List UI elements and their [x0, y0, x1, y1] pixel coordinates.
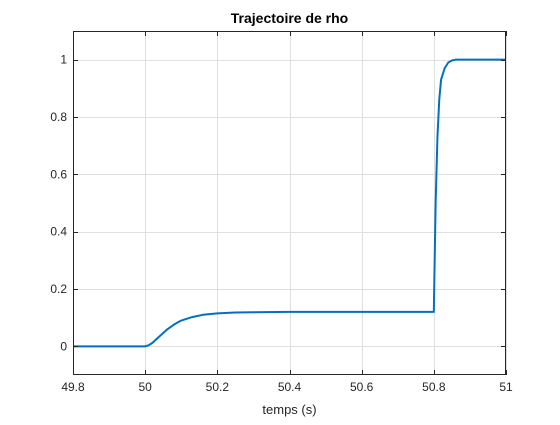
x-tick-label: 50 [138, 380, 152, 394]
grid [73, 31, 507, 375]
series-line [73, 58, 506, 348]
x-axis-label: temps (s) [262, 402, 316, 417]
y-tick-label: 0 [60, 339, 67, 353]
x-tick-label: 50.4 [278, 380, 302, 394]
y-tick-label: 1 [60, 53, 67, 67]
y-tick-label: 0.2 [50, 282, 67, 296]
ticks [73, 31, 507, 375]
y-tick-label: 0.4 [50, 225, 67, 239]
tick-labels: 49.8 50 50.2 50.4 50.6 50.8 51 0 0.2 0.4 0.6 0.8 1 [50, 53, 513, 394]
x-tick-label: 50.6 [350, 380, 374, 394]
series-layer [73, 58, 506, 348]
y-tick-label: 0.6 [50, 167, 67, 181]
x-tick-label: 50.2 [206, 380, 230, 394]
x-tick-label: 51 [499, 380, 513, 394]
x-tick-label: 50.8 [422, 380, 446, 394]
chart-title: Trajectoire de rho [231, 10, 348, 26]
y-tick-label: 0.8 [50, 110, 67, 124]
axes-box [73, 31, 506, 375]
x-tick-label: 49.8 [61, 380, 85, 394]
